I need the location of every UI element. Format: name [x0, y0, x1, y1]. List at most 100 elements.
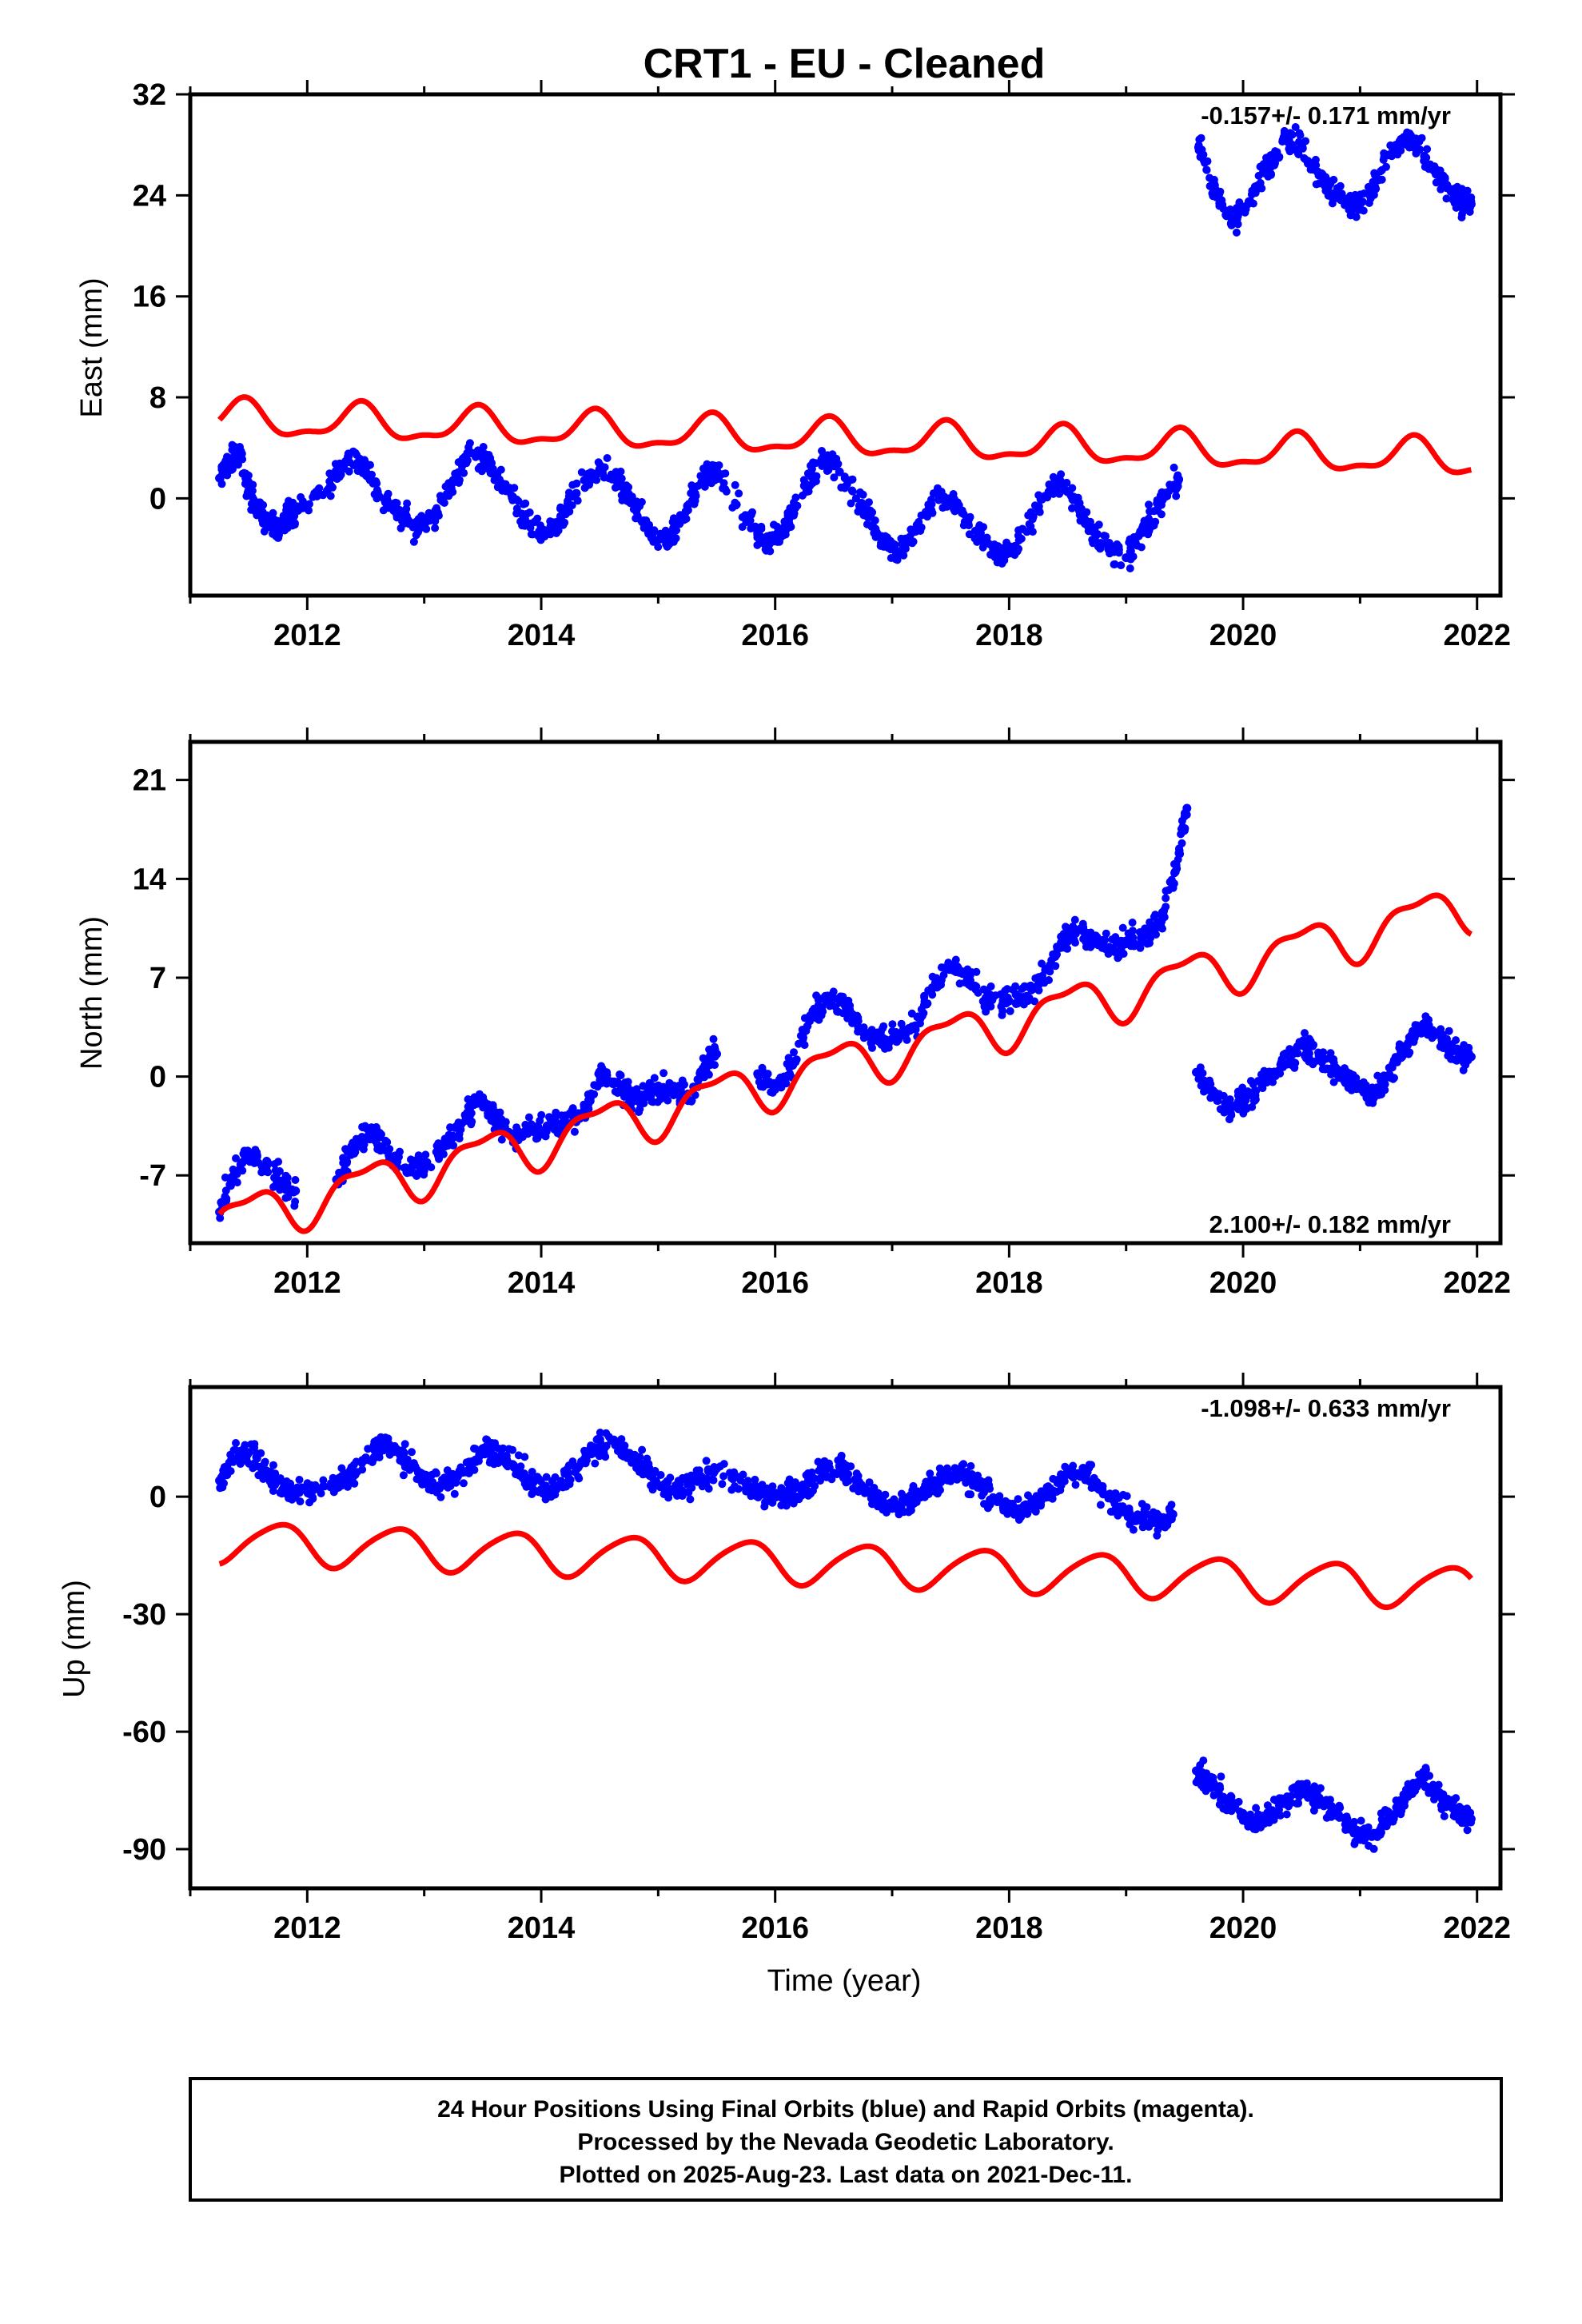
daily-position-point [222, 1197, 231, 1206]
data-point [1332, 1808, 1341, 1817]
data-point [875, 532, 885, 541]
daily-position-point [659, 1069, 668, 1078]
daily-position-point [298, 497, 307, 505]
daily-position-point [1026, 508, 1035, 516]
daily-position-point [351, 448, 360, 457]
daily-position-point [1364, 1823, 1373, 1832]
daily-position-point [1411, 1787, 1420, 1796]
daily-position-point [986, 1501, 994, 1509]
data-point [589, 1444, 599, 1453]
data-point [893, 1030, 903, 1040]
x-tick-label: 2014 [508, 1911, 576, 1945]
daily-position-point [1369, 177, 1377, 186]
daily-position-point [416, 1477, 425, 1485]
daily-position-point [844, 1470, 853, 1478]
data-point [402, 1165, 412, 1174]
daily-position-point [1266, 151, 1275, 160]
daily-position-point [859, 490, 867, 499]
daily-position-point [1221, 210, 1230, 219]
daily-position-point [249, 1464, 257, 1473]
data-point [1069, 923, 1078, 933]
data-point [344, 452, 353, 461]
daily-position-point [1041, 966, 1050, 975]
east-axis-label: East (mm) [75, 277, 109, 417]
data-point [1385, 150, 1394, 160]
daily-position-point [1430, 162, 1439, 171]
daily-position-point [399, 1471, 408, 1480]
data-point [572, 488, 581, 498]
daily-position-point [949, 490, 958, 498]
data-point [244, 1150, 253, 1160]
daily-position-point [1060, 943, 1068, 952]
footer-line-3: Plotted on 2025-Aug-23. Last data on 202… [560, 2162, 1133, 2188]
daily-position-point [959, 1460, 968, 1469]
daily-position-point [1442, 1803, 1451, 1812]
daily-position-point [1449, 195, 1457, 204]
daily-position-point [1374, 1090, 1383, 1099]
daily-position-point [391, 498, 400, 507]
data-point [1226, 218, 1236, 228]
daily-position-point [837, 483, 846, 492]
daily-position-point [613, 1447, 622, 1455]
daily-position-point [825, 1459, 833, 1468]
daily-position-point [1423, 145, 1432, 153]
data-point [799, 481, 809, 491]
daily-position-point [603, 454, 612, 462]
daily-position-point [1021, 1501, 1030, 1509]
daily-position-point [1323, 1064, 1331, 1073]
data-point [928, 983, 938, 992]
daily-position-point [396, 1147, 404, 1156]
daily-position-point [1109, 1492, 1118, 1501]
daily-position-point [867, 511, 875, 520]
data-point [1437, 178, 1447, 188]
daily-position-point [655, 1082, 663, 1091]
daily-position-point [342, 1158, 351, 1167]
daily-position-point [1158, 1513, 1166, 1522]
daily-position-point [950, 1469, 959, 1478]
daily-position-point [1431, 1029, 1440, 1038]
daily-position-point [493, 483, 502, 492]
daily-position-point [1028, 528, 1037, 536]
data-point [1226, 1102, 1236, 1111]
data-point [1314, 1050, 1324, 1060]
data-point [344, 1473, 353, 1483]
y-tick-label: 7 [149, 962, 166, 995]
daily-position-point [731, 480, 739, 489]
x-tick-label: 2020 [1209, 1266, 1277, 1300]
daily-position-point [1227, 1792, 1236, 1801]
data-point [1420, 151, 1429, 161]
daily-position-point [1401, 1801, 1409, 1810]
data-point [712, 1464, 722, 1473]
footer-line-2: Processed by the Nevada Geodetic Laborat… [577, 2129, 1114, 2155]
daily-position-point [1000, 1505, 1009, 1514]
data-point [875, 1036, 885, 1046]
data-point [665, 532, 675, 542]
daily-position-point [807, 1489, 815, 1498]
daily-position-point [421, 1150, 430, 1159]
daily-position-point [1411, 1030, 1420, 1039]
daily-position-point [753, 530, 762, 539]
daily-position-point [297, 1483, 306, 1492]
daily-position-point [488, 1101, 497, 1110]
daily-position-point [425, 516, 434, 525]
north-axis-label: North (mm) [75, 916, 109, 1070]
data-point [385, 1150, 394, 1160]
daily-position-point [757, 536, 766, 545]
daily-position-point [998, 560, 1006, 568]
daily-position-point [884, 1043, 893, 1052]
daily-position-point [981, 538, 990, 546]
daily-position-point [926, 1469, 934, 1478]
data-point [1034, 505, 1043, 515]
daily-position-point [512, 1123, 521, 1132]
daily-position-point [883, 1036, 892, 1045]
footer-box: 24 Hour Positions Using Final Orbits (bl… [189, 2077, 1503, 2202]
x-tick-label: 2012 [273, 619, 341, 652]
daily-position-point [477, 467, 486, 476]
data-point [261, 1466, 271, 1476]
daily-position-point [508, 496, 517, 504]
daily-position-point [241, 474, 250, 483]
daily-position-point [930, 1476, 939, 1485]
data-point [560, 1117, 569, 1126]
daily-position-point [1234, 1797, 1243, 1806]
data-point [1314, 1793, 1324, 1803]
